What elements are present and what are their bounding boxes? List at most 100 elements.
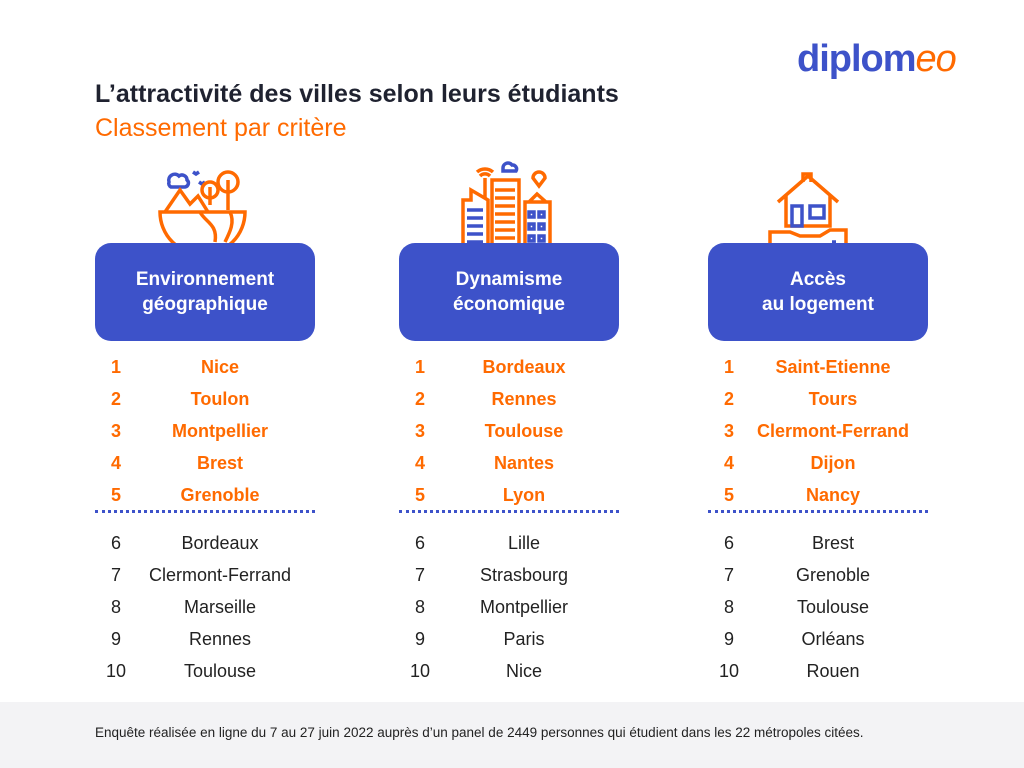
rank-number: 9 xyxy=(723,629,734,649)
rank-number: 5 xyxy=(414,485,425,505)
city-name: Bordeaux xyxy=(181,533,259,553)
card-line2: au logement xyxy=(762,294,874,315)
ranking-row: 5 Nancy xyxy=(708,484,928,516)
ranking-row: 7 Grenoble xyxy=(708,564,928,596)
rank-number: 7 xyxy=(414,565,425,585)
page-subtitle: Classement par critère xyxy=(95,114,347,142)
rank-number: 7 xyxy=(723,565,734,585)
rank-number: 3 xyxy=(110,421,121,441)
rank-number: 8 xyxy=(414,597,425,617)
ranking-row: 5 Grenoble xyxy=(95,484,315,516)
city-name: Dijon xyxy=(810,453,856,473)
card-line1: Dynamisme xyxy=(455,269,563,290)
ranking-row: 7 Clermont-Ferrand xyxy=(95,564,315,596)
city-name: Rennes xyxy=(188,629,252,649)
ranking-row: 1 Bordeaux xyxy=(399,356,619,388)
ranking-row: 6 Lille xyxy=(399,532,619,564)
ranking-row: 8 Marseille xyxy=(95,596,315,628)
rank-number: 8 xyxy=(110,597,121,617)
city-name: Saint-Etienne xyxy=(775,357,891,377)
rank-number: 4 xyxy=(723,453,734,473)
city-name: Nice xyxy=(200,357,240,377)
ranking-row: 2 Tours xyxy=(708,388,928,420)
city-name: Nancy xyxy=(805,485,861,505)
rank-number: 3 xyxy=(414,421,425,441)
city-name: Montpellier xyxy=(479,597,569,617)
ranking-row: 3 Montpellier xyxy=(95,420,315,452)
city-name: Toulouse xyxy=(484,421,564,441)
criterion-card: Dynamisme économique xyxy=(399,243,619,341)
card-line2: géographique xyxy=(142,294,268,315)
rank-number: 1 xyxy=(414,357,425,377)
city-name: Grenoble xyxy=(180,485,260,505)
ranking-row: 10 Nice xyxy=(399,660,619,692)
ranking-row: 8 Montpellier xyxy=(399,596,619,628)
rank-number: 2 xyxy=(414,389,425,409)
ranking-row: 6 Brest xyxy=(708,532,928,564)
rank-number: 5 xyxy=(110,485,121,505)
ranking-row: 8 Toulouse xyxy=(708,596,928,628)
card-line1: Accès xyxy=(790,269,846,290)
ranking-row: 5 Lyon xyxy=(399,484,619,516)
city-name: Tours xyxy=(808,389,858,409)
page-title: L’attractivité des villes selon leurs ét… xyxy=(95,80,619,108)
ranking-row: 9 Paris xyxy=(399,628,619,660)
rank-number: 5 xyxy=(723,485,734,505)
city-name: Clermont-Ferrand xyxy=(756,421,909,441)
city-name: Strasbourg xyxy=(479,565,569,585)
logo-text: diplom xyxy=(797,38,917,80)
city-name: Bordeaux xyxy=(482,357,566,377)
ranking-row: 4 Nantes xyxy=(399,452,619,484)
city-name: Rennes xyxy=(491,389,557,409)
city-buildings-icon xyxy=(461,161,552,260)
rank-number: 1 xyxy=(110,357,121,377)
criterion-card: Environnement géographique xyxy=(95,243,315,341)
rank-number: 4 xyxy=(110,453,121,473)
rank-number: 9 xyxy=(414,629,425,649)
ranking-row: 7 Strasbourg xyxy=(399,564,619,596)
dotted-divider xyxy=(399,510,619,522)
diplomeo-logo: diplomeo xyxy=(797,38,957,81)
city-name: Toulouse xyxy=(183,661,257,681)
city-name: Paris xyxy=(503,629,545,649)
logo-text-accent: eo xyxy=(915,38,957,80)
ranking-row: 3 Toulouse xyxy=(399,420,619,452)
city-name: Toulouse xyxy=(796,597,870,617)
city-name: Lille xyxy=(507,533,541,553)
ranking-row: 6 Bordeaux xyxy=(95,532,315,564)
ranking-list: 1 Nice 2 Toulon 3 Montpellier 4 Brest 5 Grenoble 6… xyxy=(95,356,315,692)
rank-number: 10 xyxy=(718,661,740,681)
city-name: Nice xyxy=(505,661,542,681)
card-line1: Environnement xyxy=(135,269,275,290)
dotted-divider xyxy=(708,510,928,522)
ranking-row: 9 Rennes xyxy=(95,628,315,660)
card-line2: économique xyxy=(453,294,565,315)
rank-number: 10 xyxy=(409,661,431,681)
city-name: Nantes xyxy=(493,453,555,473)
city-name: Brest xyxy=(196,453,244,473)
rank-number: 2 xyxy=(110,389,121,409)
rank-number: 10 xyxy=(105,661,127,681)
city-name: Orléans xyxy=(801,629,865,649)
rank-number: 3 xyxy=(723,421,734,441)
city-name: Brest xyxy=(811,533,854,553)
ranking-row: 2 Toulon xyxy=(95,388,315,420)
rank-number: 6 xyxy=(723,533,734,553)
ranking-row: 9 Orléans xyxy=(708,628,928,660)
city-name: Toulon xyxy=(190,389,250,409)
ranking-row: 10 Toulouse xyxy=(95,660,315,692)
rank-number: 8 xyxy=(723,597,734,617)
ranking-row: 10 Rouen xyxy=(708,660,928,692)
criterion-card: Accès au logement xyxy=(708,243,928,341)
rank-number: 6 xyxy=(110,533,121,553)
ranking-list: 1 Bordeaux 2 Rennes 3 Toulouse 4 Nantes 5 Lyon 6 Li… xyxy=(399,356,619,692)
nature-landscape-icon xyxy=(158,170,247,257)
city-name: Lyon xyxy=(502,485,546,505)
city-name: Clermont-Ferrand xyxy=(148,565,292,585)
rank-number: 1 xyxy=(723,357,734,377)
ranking-row: 1 Nice xyxy=(95,356,315,388)
rank-number: 9 xyxy=(110,629,121,649)
rank-number: 7 xyxy=(110,565,121,585)
ranking-row: 4 Dijon xyxy=(708,452,928,484)
city-name: Marseille xyxy=(183,597,257,617)
